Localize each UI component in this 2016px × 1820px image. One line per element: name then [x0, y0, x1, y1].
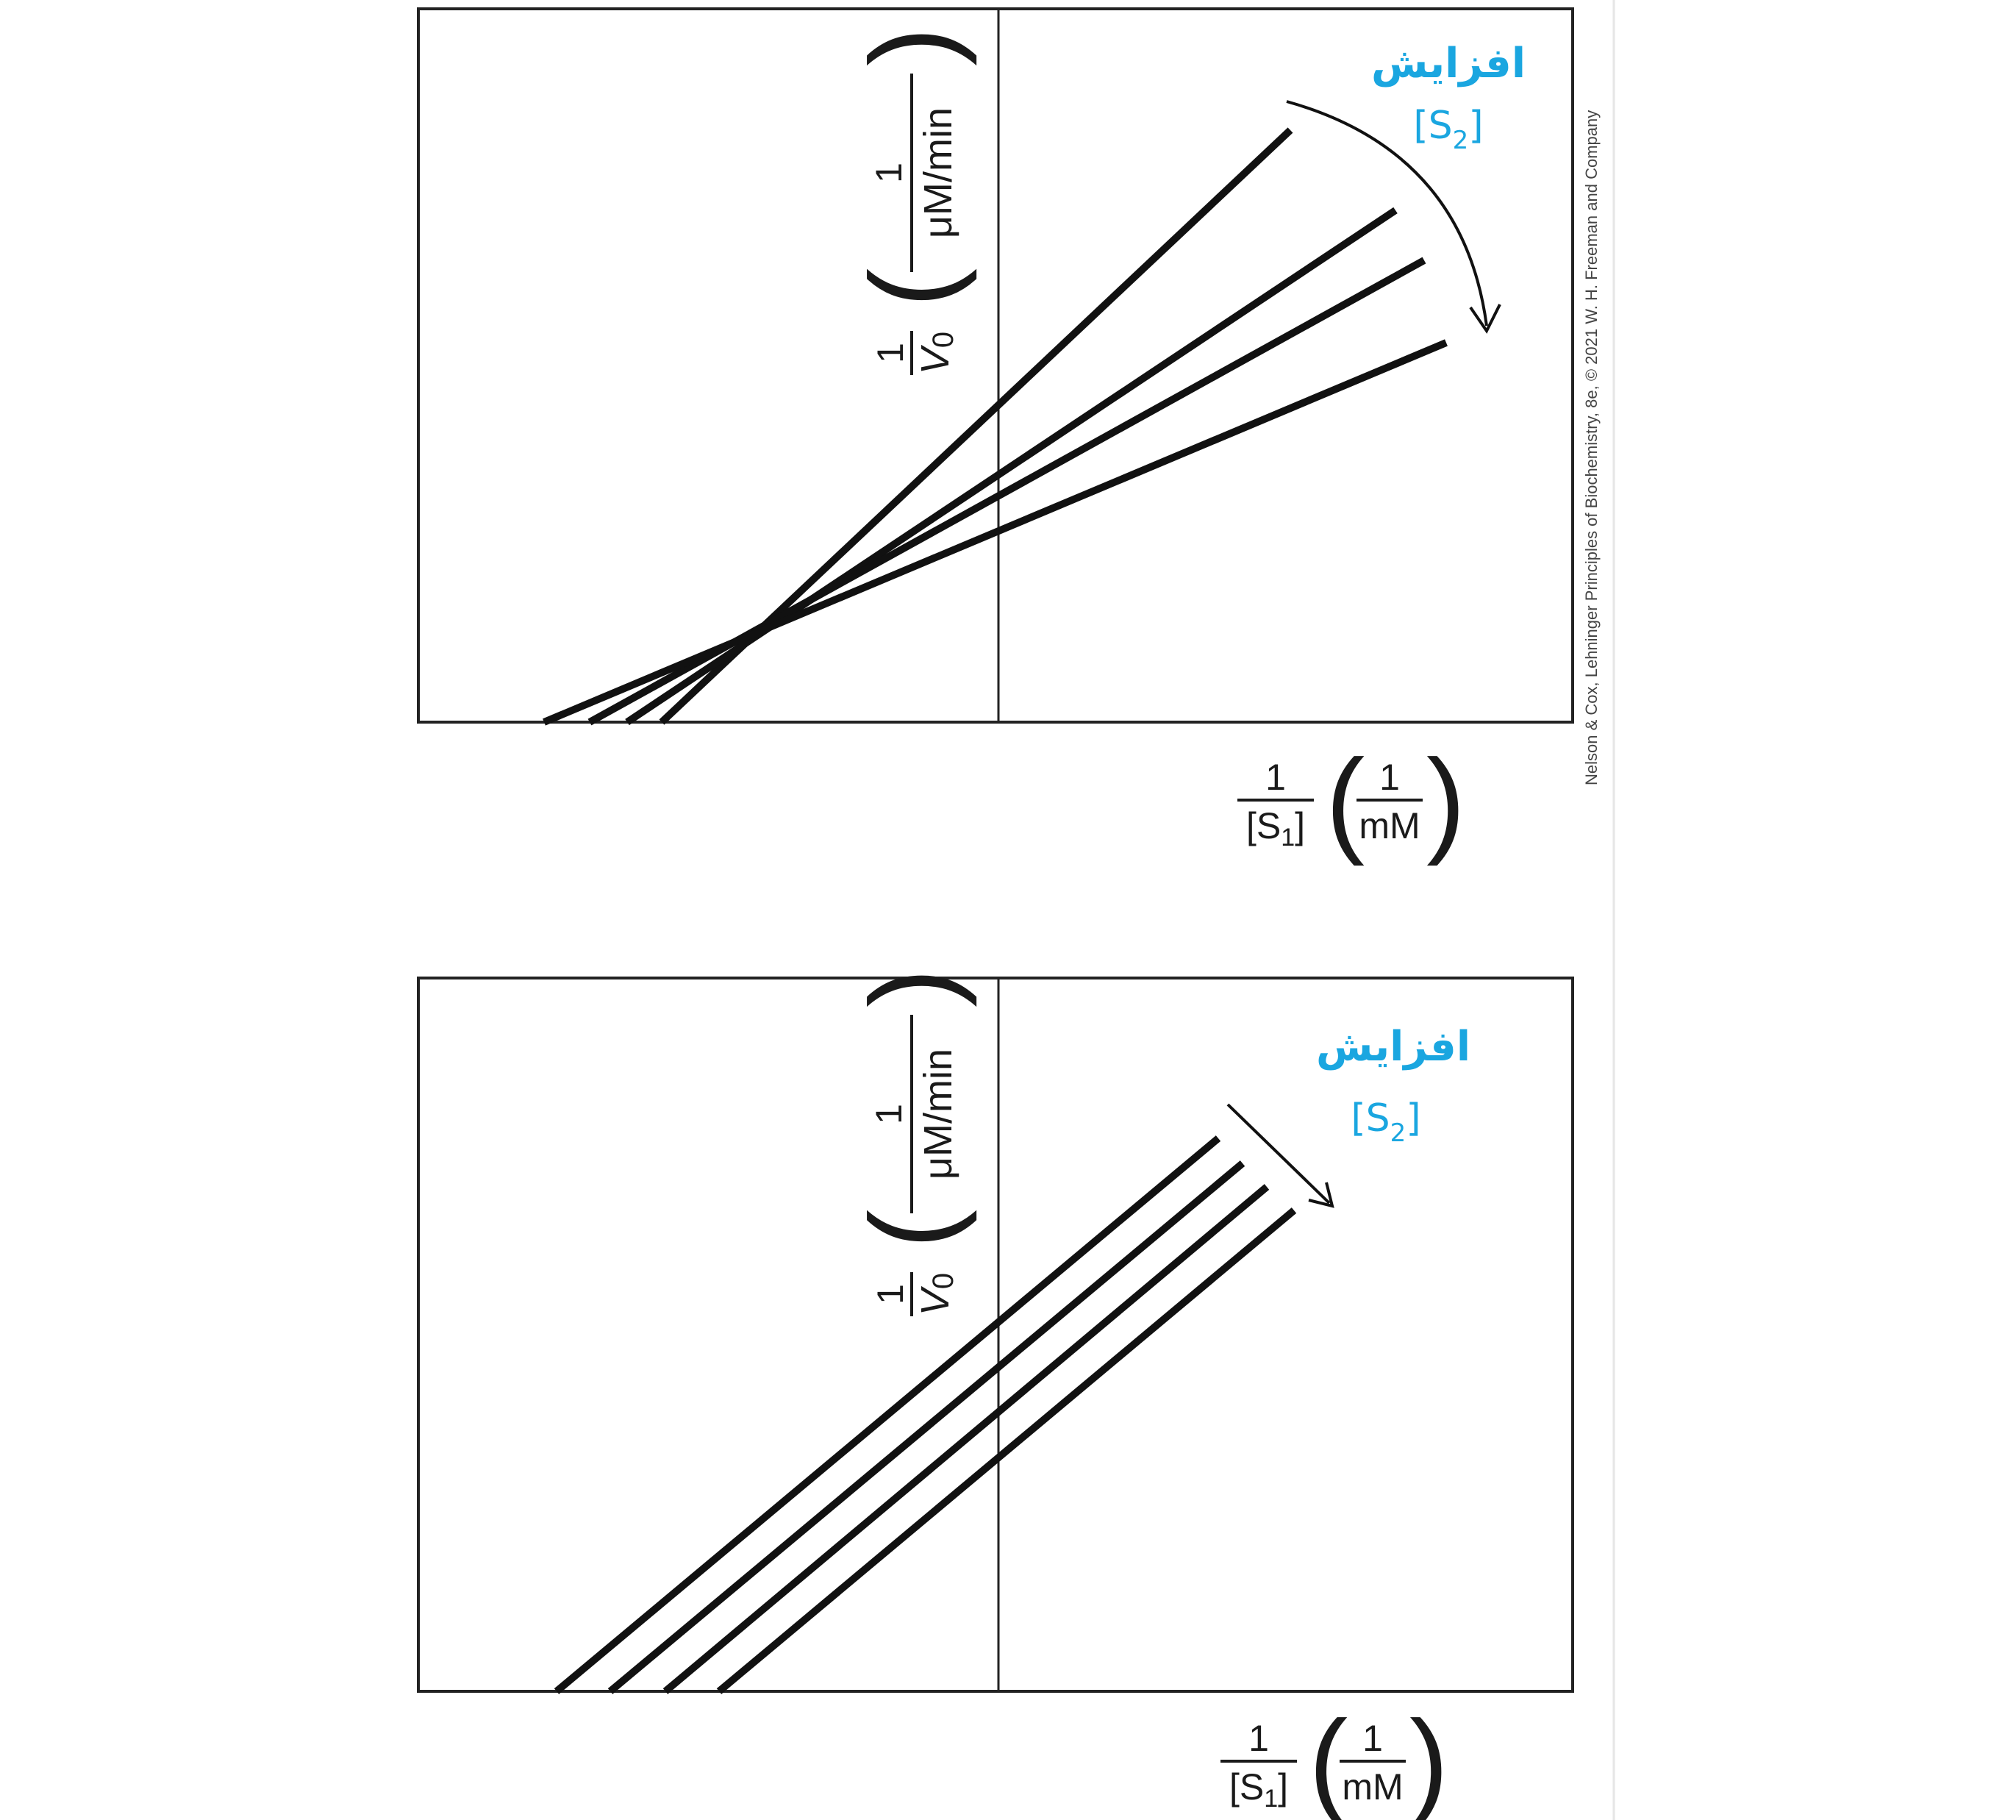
svg-text:): ) [846, 968, 977, 1007]
svg-text:1: 1 [870, 343, 911, 363]
panel-bottom: افزایش [S2] 1 V0 ( 1 μM/min ) 1 [S1] ( 1… [417, 968, 1574, 1820]
svg-text:): ) [1409, 1696, 1448, 1820]
svg-text:1: 1 [1362, 1718, 1383, 1759]
plot-lines [554, 1135, 1297, 1694]
svg-text:1: 1 [868, 1104, 909, 1124]
x-axis-label: 1 [S1] ( 1 mM ) [1220, 1696, 1448, 1820]
y-axis-label: 1 V0 ( 1 μM/min ) [846, 968, 977, 1316]
svg-text:1: 1 [1248, 1718, 1269, 1759]
plot-frame [417, 7, 1574, 724]
curved-arrow-icon [1286, 100, 1501, 334]
svg-text:mM: mM [1359, 805, 1420, 846]
panel-top: افزایش [S2] 1 V0 ( 1 μM/min ) 1 [S1] ( 1… [417, 7, 1574, 866]
increase-word: افزایش [1371, 40, 1526, 88]
svg-text:(: ( [846, 1210, 977, 1249]
s2-label: [S2] [1413, 104, 1483, 155]
svg-text:V0: V0 [913, 1273, 959, 1316]
plot-line-4 [716, 1207, 1297, 1694]
svg-text:1: 1 [1265, 757, 1286, 798]
svg-text:[S1]: [S1] [1246, 805, 1305, 852]
svg-text:μM/min: μM/min [916, 107, 960, 238]
plot-lines [543, 127, 1448, 726]
svg-text:(: ( [1309, 1696, 1348, 1820]
svg-text:V0: V0 [913, 332, 959, 374]
plot-line-3 [662, 1184, 1270, 1694]
svg-text:1: 1 [868, 163, 909, 183]
svg-text:): ) [1426, 735, 1465, 866]
svg-text:): ) [846, 27, 977, 66]
svg-text:(: ( [846, 268, 977, 307]
plot-line-2 [625, 207, 1398, 726]
svg-text:mM: mM [1342, 1766, 1403, 1807]
increase-word: افزایش [1316, 1023, 1470, 1071]
plot-line-4 [543, 339, 1448, 726]
plot-line-1 [554, 1135, 1221, 1694]
plot-line-2 [607, 1160, 1245, 1694]
straight-arrow-icon [1226, 1103, 1334, 1208]
svg-text:[S1]: [S1] [1229, 1766, 1288, 1813]
s2-label: [S2] [1351, 1096, 1420, 1148]
x-axis-label: 1 [S1] ( 1 mM ) [1237, 735, 1465, 866]
plot-frame [417, 977, 1574, 1693]
credit-text: Nelson & Cox, Lehninger Principles of Bi… [1582, 110, 1601, 785]
svg-text:1: 1 [1379, 757, 1400, 798]
svg-text:1: 1 [870, 1284, 911, 1305]
y-axis-label: 1 V0 ( 1 μM/min ) [846, 27, 977, 375]
svg-text:μM/min: μM/min [916, 1049, 960, 1180]
